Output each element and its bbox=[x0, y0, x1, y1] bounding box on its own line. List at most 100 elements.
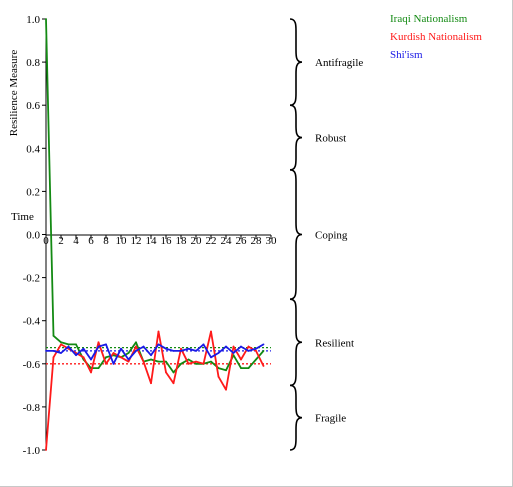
data-point bbox=[157, 360, 160, 363]
region-brace bbox=[289, 384, 303, 451]
series-line bbox=[45, 330, 265, 451]
x-tick-label: 10 bbox=[116, 235, 128, 247]
data-point bbox=[97, 367, 100, 370]
data-point bbox=[75, 354, 77, 357]
x-tick-label: 16 bbox=[161, 235, 173, 247]
series-line bbox=[45, 18, 265, 374]
y-tick-label: -1.0 bbox=[23, 445, 41, 457]
data-point bbox=[172, 349, 175, 352]
legend-entry: Iraqi Nationalism bbox=[390, 13, 468, 25]
data-point bbox=[120, 347, 122, 350]
data-point bbox=[150, 354, 152, 357]
y-tick-label: 0.6 bbox=[26, 100, 40, 112]
data-point bbox=[127, 360, 130, 363]
data-point bbox=[255, 347, 257, 350]
data-point bbox=[127, 358, 130, 361]
data-point bbox=[217, 375, 220, 378]
data-point bbox=[255, 358, 257, 361]
x-tick-label: 4 bbox=[73, 235, 79, 247]
data-point bbox=[60, 352, 62, 354]
data-point bbox=[60, 341, 62, 344]
data-point bbox=[75, 343, 77, 346]
data-point bbox=[202, 362, 205, 365]
data-point bbox=[247, 345, 250, 348]
data-point bbox=[82, 347, 85, 350]
x-tick-label: 8 bbox=[103, 235, 109, 247]
region-label: Coping bbox=[315, 230, 348, 242]
data-point bbox=[52, 356, 55, 359]
y-tick-label: 0.8 bbox=[26, 57, 40, 69]
data-point bbox=[112, 362, 115, 365]
data-point bbox=[127, 352, 130, 354]
data-point bbox=[82, 356, 85, 359]
x-axis-label: Time bbox=[11, 211, 34, 223]
x-tick-label: 6 bbox=[88, 235, 94, 247]
x-tick-label: 26 bbox=[236, 235, 248, 247]
legend-entry: Shi'ism bbox=[390, 49, 423, 61]
data-point bbox=[210, 356, 212, 359]
data-point bbox=[180, 362, 182, 365]
data-point bbox=[150, 358, 152, 361]
data-point bbox=[232, 354, 235, 357]
y-tick-label: 0.4 bbox=[26, 143, 40, 155]
region-brace bbox=[289, 104, 303, 171]
data-point bbox=[232, 345, 235, 348]
data-point bbox=[165, 347, 167, 350]
series-line bbox=[46, 343, 264, 365]
data-point bbox=[45, 349, 47, 352]
region-label: Fragile bbox=[315, 413, 346, 425]
data-point bbox=[90, 371, 92, 374]
data-point bbox=[157, 343, 160, 346]
data-point bbox=[52, 334, 55, 337]
data-point bbox=[187, 362, 190, 365]
data-point bbox=[60, 343, 62, 346]
data-point bbox=[247, 349, 250, 352]
data-point bbox=[135, 341, 137, 344]
data-point bbox=[180, 349, 182, 352]
y-tick-label: 0.0 bbox=[26, 230, 40, 242]
data-point bbox=[135, 345, 137, 348]
data-point bbox=[112, 352, 115, 354]
data-point bbox=[180, 347, 182, 350]
data-point bbox=[172, 371, 175, 374]
data-point bbox=[67, 343, 70, 346]
data-point bbox=[157, 330, 160, 333]
data-point bbox=[142, 345, 145, 348]
data-point bbox=[262, 365, 265, 367]
data-point bbox=[240, 367, 242, 370]
data-point bbox=[120, 356, 122, 359]
x-tick-label: 28 bbox=[251, 235, 263, 247]
data-point bbox=[97, 341, 100, 344]
data-point bbox=[187, 347, 190, 350]
y-axis-label: Resilience Measure bbox=[8, 50, 20, 137]
data-point bbox=[195, 349, 197, 352]
x-tick-label: 24 bbox=[221, 235, 233, 247]
data-point bbox=[255, 349, 257, 352]
data-point bbox=[165, 371, 167, 374]
data-point bbox=[210, 330, 212, 333]
data-point bbox=[90, 358, 92, 361]
data-point bbox=[105, 356, 107, 359]
data-point bbox=[225, 388, 227, 391]
data-point bbox=[195, 362, 197, 365]
y-tick-label: 0.2 bbox=[26, 186, 40, 198]
x-tick-label: 20 bbox=[191, 235, 203, 247]
x-tick-label: 14 bbox=[146, 235, 158, 247]
region-label: Robust bbox=[315, 133, 346, 145]
legend-entry: Kurdish Nationalism bbox=[390, 31, 482, 43]
data-point bbox=[262, 343, 265, 346]
data-point bbox=[187, 358, 190, 361]
data-point bbox=[240, 358, 242, 361]
x-tick-label: 30 bbox=[266, 235, 278, 247]
y-tick-label: -0.4 bbox=[23, 316, 41, 328]
x-tick-label: 2 bbox=[58, 235, 64, 247]
data-point bbox=[225, 369, 227, 372]
y-tick-label: -0.6 bbox=[23, 359, 41, 371]
data-point bbox=[45, 449, 47, 451]
data-point bbox=[45, 18, 47, 20]
data-point bbox=[247, 367, 250, 370]
data-point bbox=[105, 343, 107, 346]
data-point bbox=[97, 345, 100, 348]
